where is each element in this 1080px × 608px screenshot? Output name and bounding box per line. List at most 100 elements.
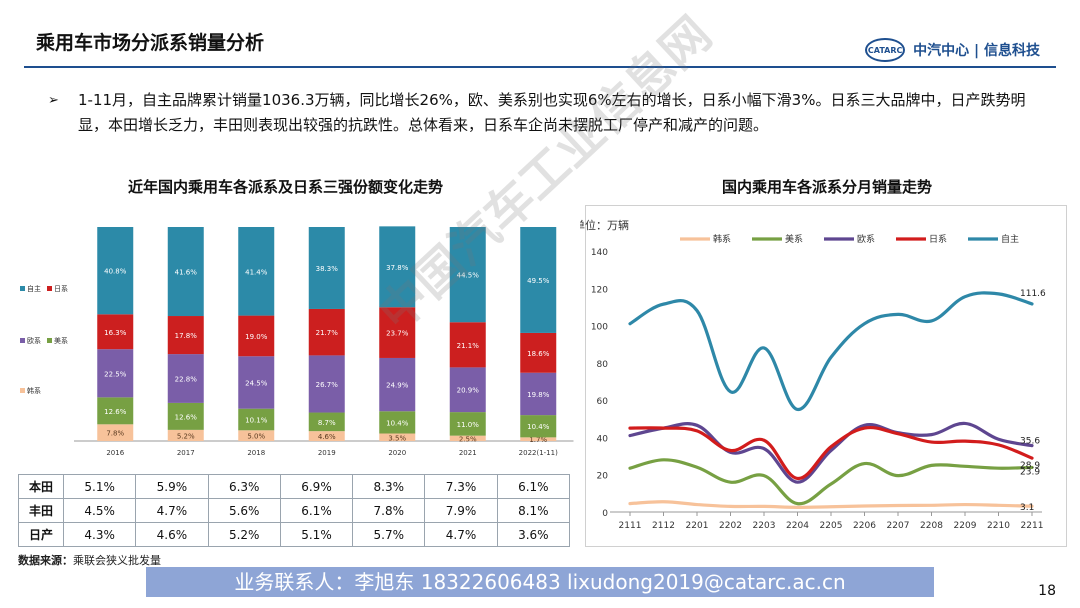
- left-chart-title: 近年国内乘用车各派系及日系三强份额变化走势: [128, 178, 444, 196]
- bar-label-2020-韩系: 3.5%: [388, 434, 406, 442]
- bar-label-2016-欧系: 22.5%: [104, 370, 127, 378]
- header-divider: [24, 66, 1056, 68]
- line-x-tick-2203: 2203: [753, 521, 776, 531]
- line-y-tick-0: 0: [602, 509, 608, 519]
- table-cell: 8.1%: [496, 498, 571, 523]
- bar-segment-2019-自主: [308, 227, 345, 309]
- bar-segment-2019-日系: [308, 308, 345, 356]
- logo-text: 中汽中心 | 信息科技: [913, 43, 1040, 59]
- table-row-label: 本田: [18, 474, 64, 499]
- line-end-label-韩系: 3.1: [1020, 503, 1034, 513]
- line-x-tick-2202: 2202: [719, 521, 742, 531]
- bar-label-2018-美系: 10.1%: [245, 416, 268, 424]
- line-x-tick-2111: 2111: [619, 521, 642, 531]
- table-cell: 6.3%: [207, 474, 281, 499]
- bar-segment-2016-美系: [97, 397, 134, 425]
- line-legend-日系: 日系: [929, 234, 947, 245]
- line-end-label-自主: 111.6: [1020, 289, 1046, 299]
- bar-segment-2021-美系: [449, 412, 486, 436]
- table-cell: 6.1%: [496, 474, 571, 499]
- bar-label-2022(1-11)-欧系: 19.8%: [527, 391, 550, 399]
- line-y-tick-140: 140: [591, 248, 608, 258]
- line-legend-自主: 自主: [1001, 233, 1019, 245]
- bar-segment-2022(1-11)-美系: [520, 415, 557, 438]
- line-legend-美系: 美系: [785, 233, 803, 245]
- table-row: 丰田 4.5% 4.7% 5.6% 6.1% 7.8% 7.9% 8.1%: [18, 498, 571, 523]
- table-cell: 4.7%: [135, 498, 209, 523]
- bar-label-2019-自主: 38.3%: [316, 265, 339, 273]
- summary-bullet: ➢ 1-11月，自主品牌累计销量1036.3万辆，同比增长26%，欧、美系别也实…: [48, 88, 1038, 138]
- line-x-tick-2209: 2209: [954, 521, 977, 531]
- table-cell: 6.1%: [279, 498, 354, 523]
- line-series-美系: [628, 458, 1034, 506]
- table-cell: 3.6%: [496, 522, 571, 547]
- line-y-tick-100: 100: [591, 323, 608, 333]
- bar-category-2016: 2016: [106, 449, 124, 457]
- stacked-bar-chart: 7.8% 12.6% 22.5% 16.3% 40.8% 2016 5.2% 12.6% 22.…: [20, 226, 574, 457]
- contact-banner: 业务联系人：李旭东 18322606483 lixudong2019@catar…: [146, 567, 934, 597]
- line-x-tick-2205: 2205: [820, 521, 843, 531]
- bar-segment-2016-日系: [97, 314, 134, 350]
- bar-label-2019-日系: 21.7%: [316, 329, 339, 337]
- summary-text: 1-11月，自主品牌累计销量1036.3万辆，同比增长26%，欧、美系别也实现6…: [78, 91, 1026, 134]
- bar-segment-2022(1-11)-欧系: [520, 372, 557, 416]
- bar-label-2022(1-11)-自主: 49.5%: [527, 277, 550, 285]
- bar-label-2019-韩系: 4.6%: [318, 433, 336, 441]
- line-x-tick-2211: 2211: [1021, 521, 1044, 531]
- bar-category-2017: 2017: [177, 449, 195, 457]
- bar-legend-swatch-欧系: [20, 338, 25, 343]
- bar-segment-2019-欧系: [308, 355, 345, 413]
- bar-label-2021-欧系: 20.9%: [457, 387, 480, 395]
- bar-category-2021: 2021: [459, 449, 477, 457]
- bar-label-2018-自主: 41.4%: [245, 268, 268, 276]
- table-row: 日产 4.3% 4.6% 5.2% 5.1% 5.7% 4.7% 3.6%: [18, 522, 571, 547]
- bar-category-2018: 2018: [247, 449, 265, 457]
- line-legend-欧系: 欧系: [857, 233, 875, 245]
- bar-segment-2019-韩系: [308, 431, 345, 441]
- table-cell: 5.2%: [207, 522, 281, 547]
- bar-segment-2018-韩系: [238, 430, 275, 441]
- line-y-tick-60: 60: [597, 397, 609, 407]
- table-cell: 5.1%: [62, 474, 137, 499]
- right-chart-title: 国内乘用车各派系分月销量走势: [722, 178, 933, 196]
- bar-legend-韩系: 韩系: [27, 386, 41, 395]
- bar-label-2018-日系: 19.0%: [245, 333, 268, 341]
- bar-segment-2019-美系: [308, 412, 345, 432]
- bar-label-2019-欧系: 26.7%: [316, 381, 339, 389]
- bar-segment-2018-欧系: [238, 356, 275, 409]
- table-row: 本田 5.1% 5.9% 6.3% 6.9% 8.3% 7.3% 6.1%: [18, 474, 571, 499]
- bar-label-2016-美系: 12.6%: [104, 408, 127, 416]
- bar-legend-日系: 日系: [54, 284, 68, 293]
- table-cell: 7.9%: [424, 498, 498, 523]
- bar-segment-2021-自主: [449, 227, 486, 323]
- line-x-tick-2112: 2112: [652, 521, 675, 531]
- bar-category-2022(1-11): 2022(1-11): [519, 449, 558, 457]
- bar-legend-swatch-自主: [20, 286, 25, 291]
- source-text: 乘联会狭义批发量: [73, 554, 161, 567]
- line-chart: 单位：万辆 0 20 40 60 80 100 120 140 2111 2112 2201 2202 2…: [580, 218, 1046, 531]
- logo: CATARC 中汽中心 | 信息科技: [865, 38, 1040, 62]
- bar-label-2018-欧系: 24.5%: [245, 379, 268, 387]
- bar-label-2018-韩系: 5.0%: [247, 433, 265, 441]
- bar-legend-swatch-日系: [47, 286, 52, 291]
- bar-segment-2017-美系: [167, 402, 204, 430]
- bar-segment-2016-自主: [97, 227, 134, 315]
- line-x-tick-2210: 2210: [987, 521, 1010, 531]
- line-end-label-美系: 23.9: [1020, 467, 1040, 477]
- bar-label-2022(1-11)-日系: 18.6%: [527, 350, 550, 358]
- bar-label-2021-韩系: 2.5%: [459, 435, 477, 443]
- bar-label-2017-欧系: 22.8%: [175, 376, 198, 384]
- table-cell: 4.7%: [424, 522, 498, 547]
- bar-label-2022(1-11)-韩系: 1.7%: [529, 436, 547, 444]
- table-cell: 5.9%: [135, 474, 209, 499]
- table-cell: 5.6%: [207, 498, 281, 523]
- bar-segment-2021-韩系: [449, 435, 486, 441]
- table-row-label: 丰田: [18, 498, 64, 523]
- bar-segment-2021-日系: [449, 322, 486, 368]
- line-end-label-欧系: 35.6: [1020, 437, 1040, 447]
- line-y-tick-20: 20: [597, 472, 609, 482]
- line-series-欧系: [628, 421, 1034, 484]
- table-cell: 7.8%: [352, 498, 426, 523]
- line-x-tick-2204: 2204: [786, 521, 809, 531]
- table-cell: 7.3%: [424, 474, 498, 499]
